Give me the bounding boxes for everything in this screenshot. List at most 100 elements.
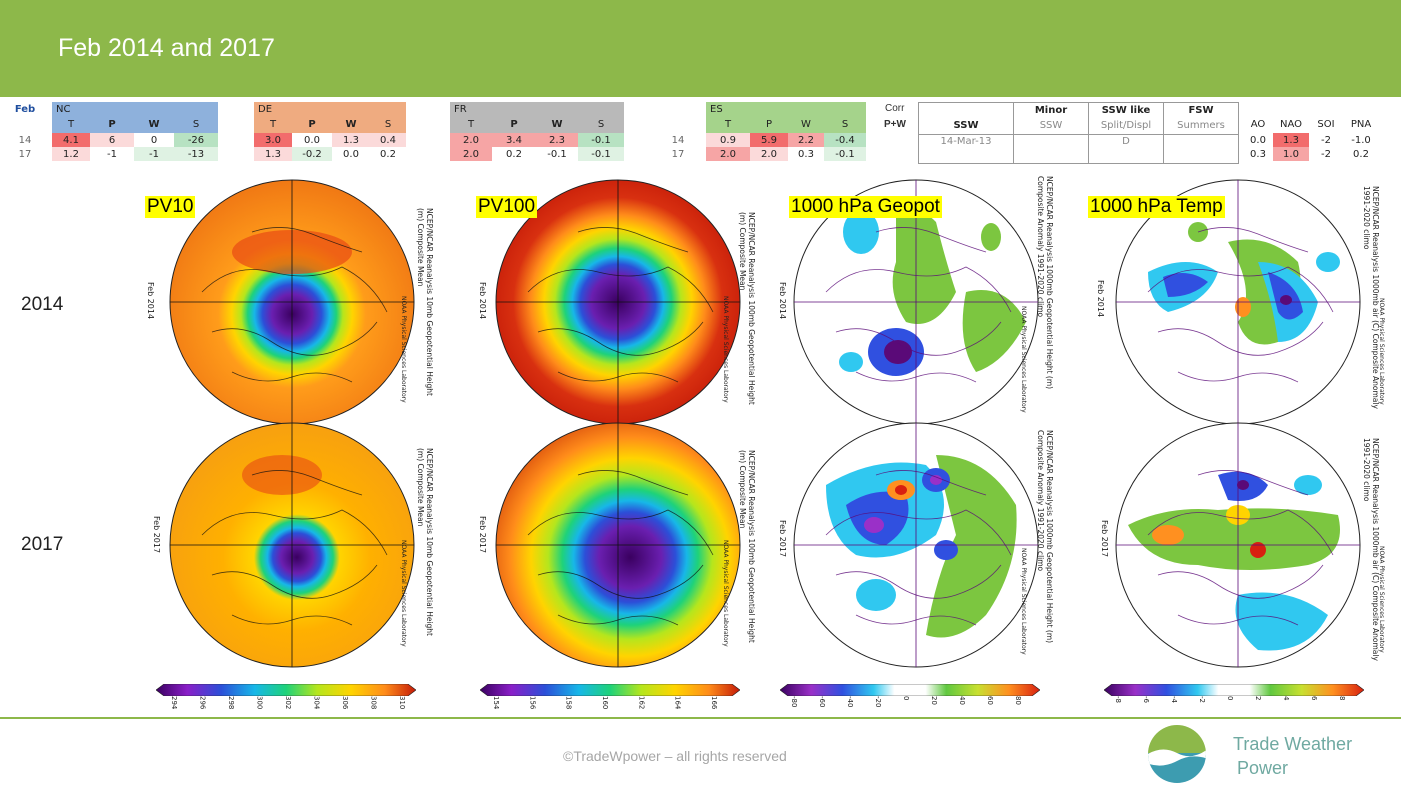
- ssw-table: Minor SSW like FSW SSW SSW Split/Displ S…: [918, 102, 1239, 164]
- label-pv100: PV100: [476, 196, 538, 218]
- copyright-text: ©TradeWpower – all rights reserved: [563, 748, 787, 764]
- de-col: W: [332, 116, 370, 133]
- de-cell: 3.0: [254, 133, 292, 147]
- es-cell: 0.9: [706, 133, 750, 147]
- row-label-17: 17: [18, 148, 32, 160]
- es-col: S: [824, 116, 866, 133]
- nc-cell: -13: [174, 147, 218, 161]
- tick: 4: [1282, 696, 1290, 701]
- es-cell: -0.1: [824, 147, 866, 161]
- colorbar-ticks-temp: -8 -6 -4 -2 0 2 4 6 8: [1114, 696, 1346, 703]
- tick: 6: [1310, 696, 1318, 701]
- idx-cell: 1.3: [1273, 133, 1309, 147]
- nc-cell: -1: [134, 147, 174, 161]
- de-cell: -0.2: [292, 147, 332, 161]
- nc-col: S: [174, 116, 218, 133]
- side-pv100-2017: NCEP/NCAR Reanalysis 100mb Geopotential …: [738, 450, 756, 643]
- fr-cell: 2.0: [450, 147, 492, 161]
- lab-geopot-2017: NOAA Physical Sciences Laboratory: [1020, 548, 1027, 655]
- fr-name: FR: [450, 102, 492, 116]
- tick: 154: [492, 696, 500, 710]
- es-name: ES: [706, 102, 750, 116]
- brand-logo-icon: [1146, 723, 1208, 785]
- de-cell: 0.2: [380, 148, 396, 160]
- idx-col: NAO: [1279, 119, 1303, 130]
- tick: 8: [1338, 696, 1346, 701]
- corr-label: Corr: [885, 103, 905, 114]
- fr-col: S: [578, 116, 624, 133]
- es-col: T: [706, 116, 750, 133]
- de-table: DE T P W S 3.0 0.0 1.3 0.4 1.3 -0.2 0.0 …: [254, 102, 406, 161]
- pw-label: P+W: [884, 119, 906, 130]
- es-cell: 2.0: [706, 147, 750, 161]
- nc-col: P: [90, 116, 134, 133]
- map-temp-2014: [1108, 172, 1368, 432]
- date-pv10-2014: Feb 2014: [146, 282, 155, 320]
- fr-table: FR T P W S 2.0 3.4 2.3 -0.1 2.0 0.2 -0.1…: [450, 102, 624, 161]
- tick: 166: [709, 696, 718, 710]
- map-geopot-2014: [786, 172, 1046, 432]
- ssw-h2: SSW: [918, 117, 1014, 134]
- label-pv10: PV10: [145, 196, 196, 218]
- de-col: T: [254, 116, 292, 133]
- es-row-label: 17: [671, 148, 685, 160]
- es-col: P: [750, 116, 788, 133]
- sswlike-h2: Split/Displ: [1088, 117, 1164, 134]
- es-cell: 0.3: [798, 148, 814, 160]
- tick: 304: [312, 696, 321, 710]
- side-pv100-2014: NCEP/NCAR Reanalysis 100mb Geopotential …: [738, 212, 756, 405]
- lab-temp-2017: NOAA Physical Sciences Laboratory: [1378, 546, 1385, 653]
- colorbar-temp: [1104, 684, 1364, 696]
- de-cell: 1.3: [332, 133, 370, 147]
- tick: 302: [284, 696, 292, 710]
- idx-cell: 0.0: [1250, 134, 1266, 146]
- idx-cell: 1.0: [1273, 147, 1309, 161]
- tick: -6: [1142, 696, 1150, 703]
- map-pv10-2014: [162, 172, 422, 432]
- label-geopot: 1000 hPa Geopot: [789, 196, 942, 218]
- ssw-h1: [918, 102, 1014, 117]
- de-col: P: [292, 116, 332, 133]
- tick: 296: [198, 696, 207, 710]
- es-cell: 5.9: [750, 133, 788, 147]
- tick: -20: [874, 696, 882, 708]
- table-month-block: Feb 14 17: [0, 102, 50, 161]
- fr-cell: 3.4: [492, 133, 536, 147]
- month-table: Feb 14 17: [0, 102, 50, 161]
- idx-col: AO: [1250, 119, 1266, 130]
- tick: 0: [1226, 696, 1234, 701]
- map-temp-2017: [1108, 415, 1368, 675]
- nc-cell: 6: [90, 133, 134, 147]
- nc-cell: -26: [174, 133, 218, 147]
- tick: 0: [902, 696, 910, 701]
- tick: 294: [170, 696, 178, 710]
- lab-pv10-2014: NOAA Physical Sciences Laboratory: [400, 296, 407, 403]
- date-temp-2017: Feb 2017: [1100, 520, 1109, 558]
- es-table: ES T P W S 14 0.9 5.9 2.2 -0.4 17 2.0 2.…: [650, 102, 866, 161]
- fr-cell: 2.0: [450, 133, 492, 147]
- year-label-2017: 2017: [21, 534, 64, 555]
- lab-temp-2014: NOAA Physical Sciences Laboratory: [1378, 298, 1385, 405]
- colorbar-ticks-geopot: -80 -60 -40 -20 0 20 40 60 80: [790, 696, 1022, 707]
- fr-col: W: [536, 116, 578, 133]
- es-cell: -0.4: [824, 133, 866, 147]
- de-col: S: [370, 116, 406, 133]
- nc-cell: 4.1: [52, 133, 90, 147]
- idx-cell: 0.2: [1353, 148, 1369, 160]
- minor-v14: [1013, 134, 1089, 149]
- es-cell: 2.0: [750, 147, 788, 161]
- de-cell: 0.4: [370, 133, 406, 147]
- ssw-v14: 14-Mar-13: [918, 134, 1014, 149]
- fr-col: T: [450, 116, 492, 133]
- tick: -8: [1114, 696, 1122, 703]
- colorbar-ticks-pv100: 154 156 158 160 162 164 166: [492, 696, 718, 709]
- nc-cell: 1.2: [52, 147, 90, 161]
- tick: 308: [369, 696, 378, 710]
- colorbar-ticks-pv10: 294 296 298 300 302 304 306 308 310: [170, 696, 406, 709]
- tick: 158: [564, 696, 573, 710]
- fr-cell: 0.2: [506, 148, 522, 160]
- map-pv100-2017: [488, 415, 748, 675]
- tick: 40: [958, 696, 966, 705]
- nc-cell: 0: [150, 134, 158, 146]
- side-pv10-2017: NCEP/NCAR Reanalysis 10mb Geopotential H…: [416, 448, 434, 636]
